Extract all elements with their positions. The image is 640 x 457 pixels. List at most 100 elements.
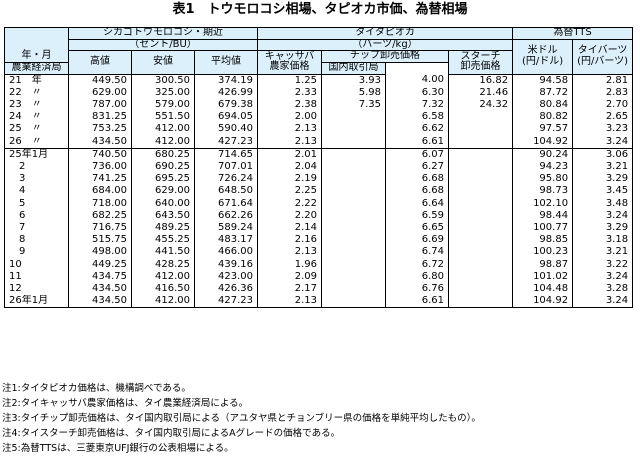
cell-chip-agri (321, 246, 387, 259)
cell-high: 718.00 (68, 197, 132, 210)
cell-chip-agri (321, 270, 387, 283)
cell-low: 579.00 (131, 98, 195, 112)
tapioca-unit-header: （バーツ/kg） (257, 38, 514, 51)
cell-low: 441.50 (131, 246, 195, 259)
cell-chip-domestic: 6.68 (385, 173, 450, 186)
table-row: 26 〃 434.50 412.00 427.23 2.13 6.61 104.92 3.24 (4, 135, 634, 149)
cell-cassava: 2.38 (257, 98, 323, 112)
cell-cassava: 2.00 (257, 111, 323, 124)
cell-low: 412.00 (131, 123, 195, 136)
cell-usd: 104.92 (512, 295, 574, 309)
cell-chip-domestic: 4.00 (385, 74, 450, 87)
cell-usd: 102.10 (512, 197, 574, 210)
cell-starch (448, 246, 514, 259)
period-header: 年・月 (4, 27, 69, 63)
cell-usd: 98.85 (512, 234, 574, 247)
cell-period: 2 (4, 160, 69, 174)
cell-baht: 3.24 (572, 295, 634, 309)
cell-starch (448, 295, 514, 309)
usd-header: 米ドル (円/ドル) (512, 38, 574, 75)
tapioca-group-header: タイタピオカ (257, 27, 514, 40)
cell-low: 489.25 (131, 221, 195, 235)
table-row: 6 682.25 643.50 662.26 2.20 6.59 98.44 3.24 (4, 209, 634, 222)
cell-baht: 3.23 (572, 123, 634, 136)
table-header: 年・月 シカゴトウモロコシ・期近 タイタピオカ 為替TTS （セント/BU） （… (4, 27, 634, 75)
cell-avg: 427.23 (193, 295, 259, 309)
note-3: 注3:タイチップ卸売価格は、タイ国内取引局による（アユタヤ県とチョンブリー県の価… (2, 413, 481, 424)
cell-avg: 714.65 (193, 148, 259, 161)
cell-high: 434.50 (68, 282, 132, 296)
cell-chip-domestic: 6.59 (385, 209, 450, 222)
cell-starch (448, 221, 514, 235)
cell-starch: 16.82 (448, 74, 514, 87)
cell-starch (448, 111, 514, 124)
cell-high: 787.00 (68, 98, 132, 112)
cell-starch (448, 234, 514, 247)
cell-low: 629.00 (131, 185, 195, 198)
cell-cassava: 2.13 (257, 135, 323, 149)
chip-group-header: チップ卸売価格 (321, 50, 450, 63)
cell-high: 740.50 (68, 148, 132, 161)
cell-starch (448, 282, 514, 296)
table-row: 12 434.50 416.50 426.36 2.17 6.76 104.48 3.28 (4, 282, 634, 296)
cell-low: 455.25 (131, 234, 195, 247)
cell-usd: 94.58 (512, 74, 574, 87)
table-row: 2 736.00 690.25 707.01 2.04 6.27 94.23 3.21 (4, 160, 634, 174)
cell-high: 741.25 (68, 173, 132, 186)
cell-usd: 94.23 (512, 160, 574, 174)
cell-period: 12 (4, 282, 69, 296)
cell-chip-domestic: 6.65 (385, 221, 450, 235)
cell-chip-domestic: 6.72 (385, 258, 450, 271)
cell-chip-agri: 7.35 (321, 98, 387, 112)
cell-avg: 726.24 (193, 173, 259, 186)
cell-low: 325.00 (131, 86, 195, 99)
cell-baht: 3.21 (572, 246, 634, 259)
cell-usd: 90.24 (512, 148, 574, 161)
cell-usd: 98.44 (512, 209, 574, 222)
table-row: 3 741.25 695.25 726.24 2.19 6.68 95.80 3.29 (4, 173, 634, 186)
cell-chip-agri (321, 173, 387, 186)
cell-baht: 3.24 (572, 135, 634, 149)
cell-low: 690.25 (131, 160, 195, 174)
cell-period: 24 〃 (4, 111, 69, 124)
cell-avg: 374.19 (193, 74, 259, 87)
cell-avg: 426.99 (193, 86, 259, 99)
baht-header: タイバーツ (円/バーツ) (572, 38, 634, 75)
starch-header: スターチ 卸売価格 (448, 50, 514, 75)
cell-starch (448, 123, 514, 136)
cell-avg: 590.40 (193, 123, 259, 136)
cell-cassava: 2.25 (257, 185, 323, 198)
low-header: 安値 (131, 50, 195, 75)
cell-baht: 2.70 (572, 98, 634, 112)
cell-high: 716.75 (68, 221, 132, 235)
cell-avg: 426.36 (193, 282, 259, 296)
cell-low: 412.00 (131, 270, 195, 283)
cell-high: 753.25 (68, 123, 132, 136)
cell-usd: 97.57 (512, 123, 574, 136)
note-4: 注4:タイスターチ卸売価格は、タイ国内取引局によるAグレードの価格である。 (2, 428, 341, 439)
cell-low: 416.50 (131, 282, 195, 296)
cell-usd: 104.92 (512, 135, 574, 149)
cell-chip-domestic: 6.30 (385, 86, 450, 99)
cell-chip-agri (321, 295, 387, 309)
cell-high: 736.00 (68, 160, 132, 174)
cell-baht: 3.06 (572, 148, 634, 161)
cell-chip-domestic: 6.61 (385, 295, 450, 309)
cell-low: 412.00 (131, 135, 195, 149)
cell-baht: 3.29 (572, 221, 634, 235)
cell-high: 682.25 (68, 209, 132, 222)
cell-chip-agri: 3.93 (321, 74, 387, 87)
cell-chip-agri (321, 111, 387, 124)
cell-baht: 3.24 (572, 270, 634, 283)
cell-cassava: 2.17 (257, 282, 323, 296)
chip-domestic-header: 国内取引局 (321, 61, 387, 75)
cell-avg: 427.23 (193, 135, 259, 149)
cell-high: 449.50 (68, 74, 132, 87)
cell-high: 831.25 (68, 111, 132, 124)
cell-usd: 101.02 (512, 270, 574, 283)
cell-cassava: 2.22 (257, 197, 323, 210)
cell-baht: 2.83 (572, 86, 634, 99)
cell-cassava: 2.19 (257, 173, 323, 186)
cell-avg: 483.17 (193, 234, 259, 247)
cell-baht: 3.22 (572, 258, 634, 271)
